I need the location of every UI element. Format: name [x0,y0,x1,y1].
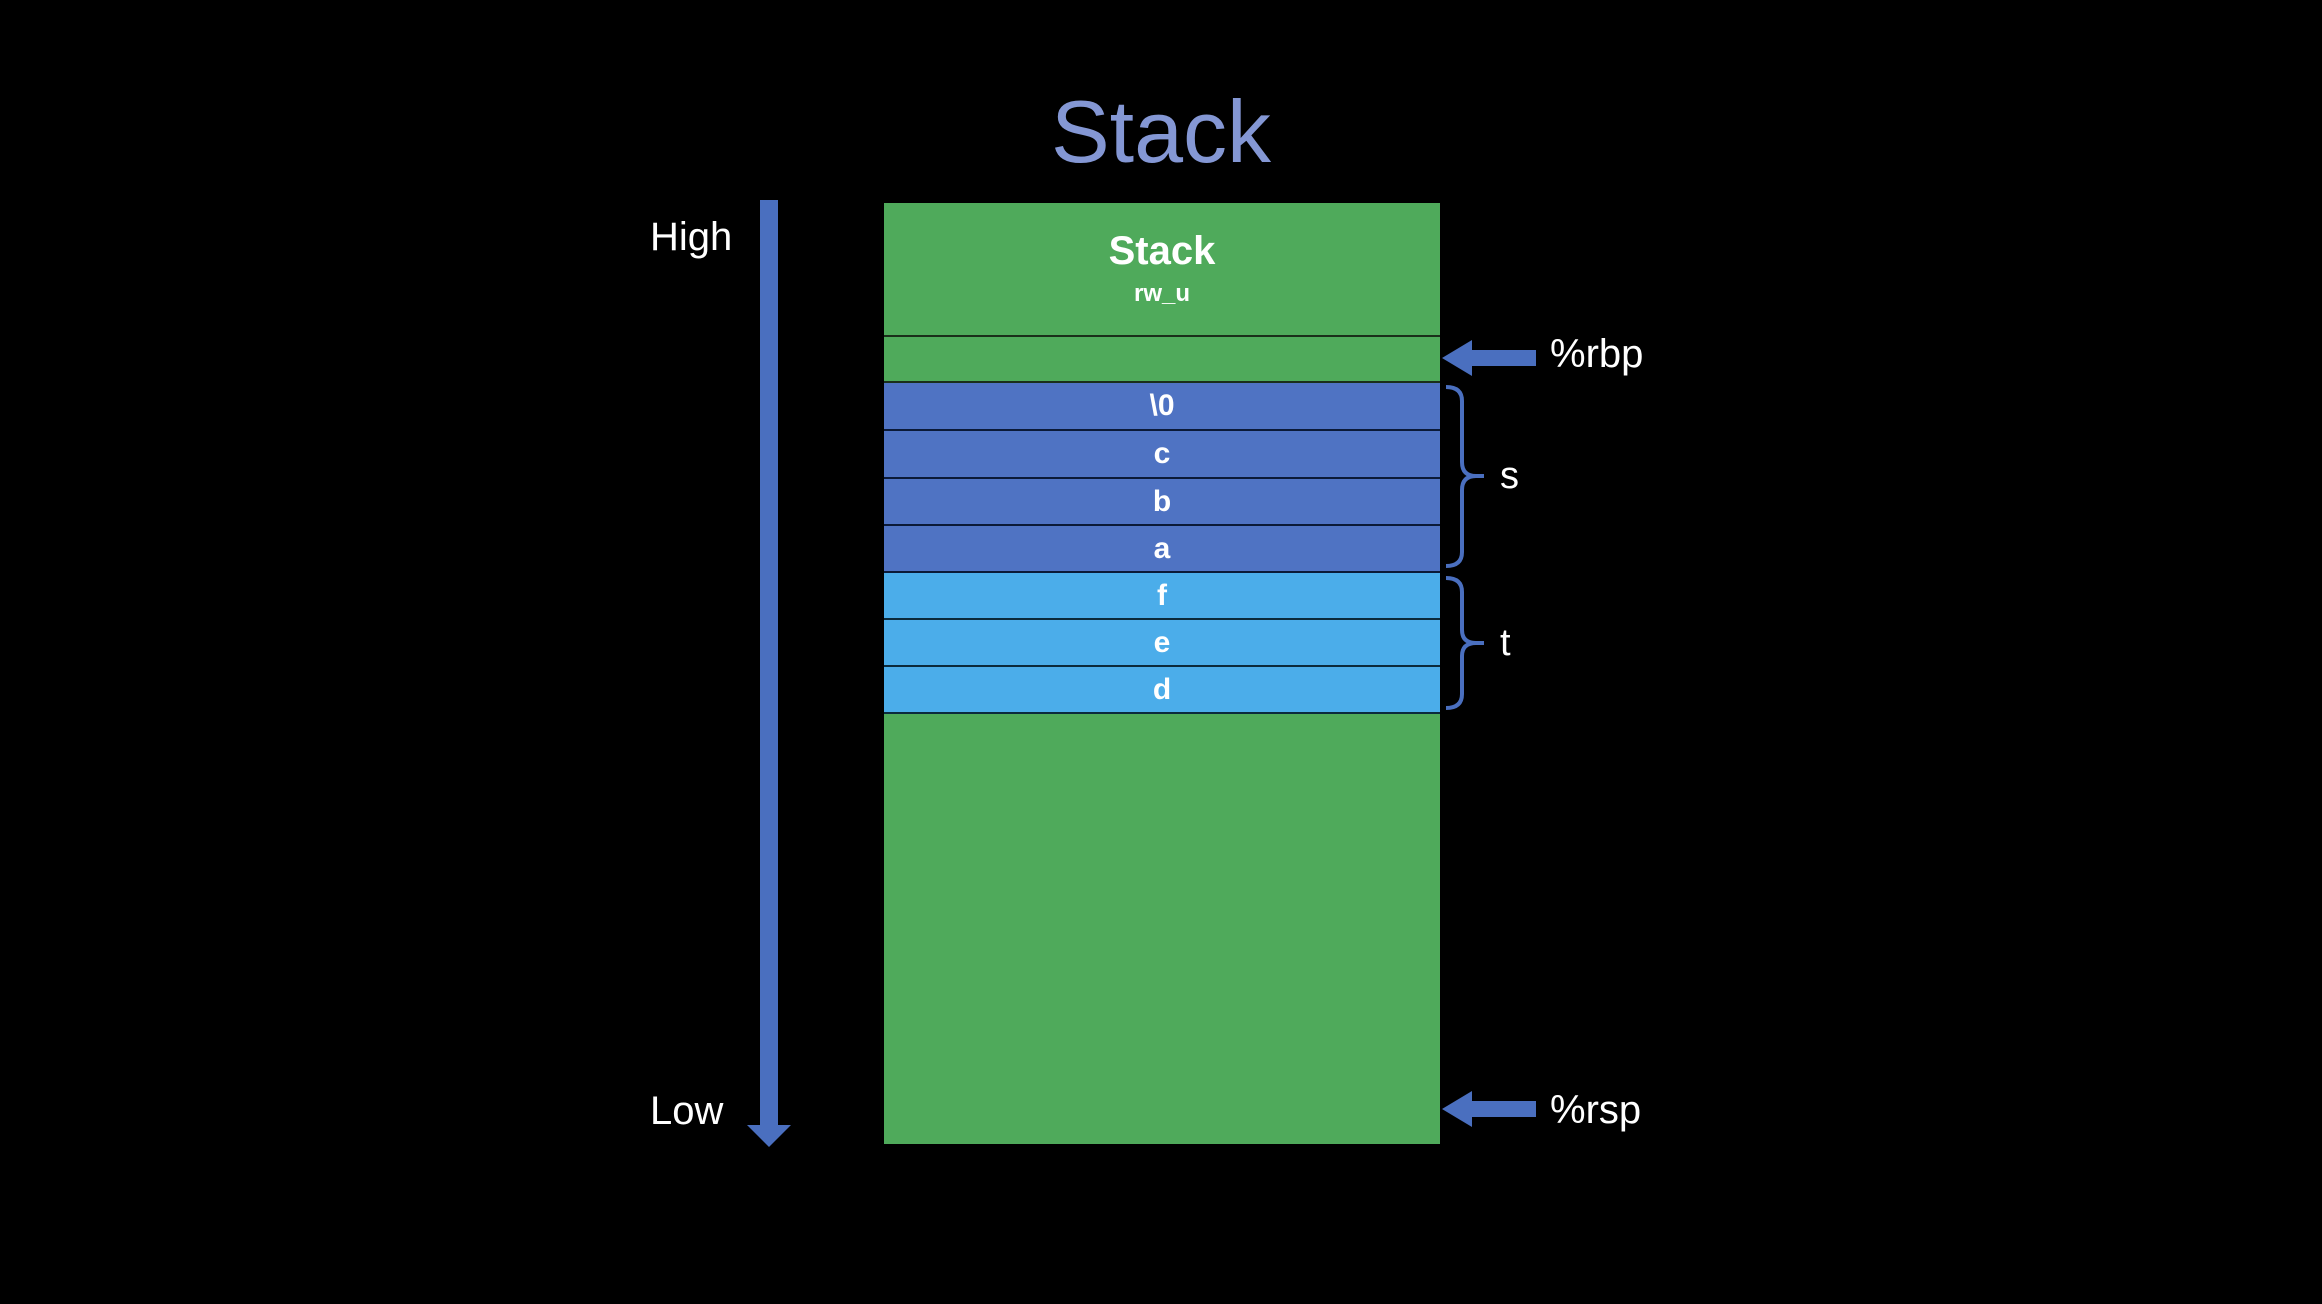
stack-cell-label: a [1153,532,1171,565]
rsp-pointer-label: %rsp [1550,1088,1642,1132]
stack-cell-label: e [1153,626,1171,659]
stack-cell-label: f [1157,579,1167,612]
stack-region-perm: rw_u [1133,280,1190,307]
stack-cell: d [884,667,1440,714]
group-label-s: s [1500,455,1519,497]
stack-cell: f [884,573,1440,620]
stack-cell: \0 [884,383,1440,431]
brace-s [1445,385,1484,568]
stack-cell-label: b [1152,485,1172,518]
stack-free-space [884,714,1440,1144]
high-label: High [650,215,733,259]
arrow-icon [1442,1091,1536,1127]
group-label-t: t [1500,622,1511,664]
slide-title: Stack [1050,82,1272,181]
stack-cell: c [884,431,1440,479]
stack-cell-label: \0 [1149,389,1175,422]
stack-cell: a [884,526,1440,573]
low-label: Low [650,1089,724,1133]
stack-column: Stack rw_u \0 c b a f e d [884,0,1440,1304]
stack-cell-label: c [1153,437,1171,470]
rbp-pointer-label: %rbp [1550,332,1644,376]
saved-rbp-slot [884,337,1440,383]
stack-region-header: Stack rw_u [884,203,1440,337]
stack-region-name: Stack [1108,229,1216,273]
stack-cell-label: d [1152,673,1172,706]
arrow-icon [1442,340,1536,376]
stack-cell: b [884,479,1440,526]
stack-cell: e [884,620,1440,667]
brace-t [1445,576,1484,710]
